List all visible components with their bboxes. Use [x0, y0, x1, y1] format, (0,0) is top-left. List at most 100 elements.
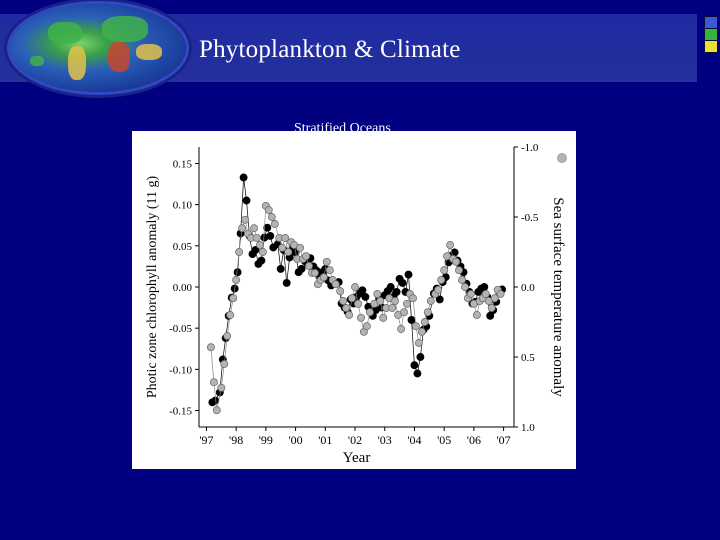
sst-point [354, 299, 362, 308]
sst-point [278, 243, 287, 252]
chlorophyll-point [392, 287, 401, 296]
sst-point [455, 266, 463, 275]
sst-point [446, 241, 455, 249]
x-tick-label: '04 [407, 433, 421, 447]
chlorophyll-point [257, 256, 266, 265]
x-tick-label: '97 [199, 433, 213, 447]
y-tick-label: 0.00 [173, 282, 193, 294]
sst-point [362, 322, 371, 331]
chlorophyll-point [358, 286, 367, 295]
x-axis-label: Year [343, 450, 371, 466]
sst-point [400, 308, 408, 317]
sst-point [319, 273, 328, 282]
chlorophyll-point [435, 295, 444, 304]
sst-point [414, 339, 423, 347]
x-tick-label: '03 [378, 433, 392, 447]
sst-point [241, 215, 250, 224]
y-tick-label: -0.05 [169, 323, 192, 335]
sst-point [296, 243, 304, 252]
sst-point [235, 248, 244, 256]
sst-point [487, 304, 496, 312]
y-tick-label: 0.10 [173, 200, 193, 212]
sst-point [373, 290, 382, 298]
sst-point [437, 276, 446, 284]
sst-point [490, 294, 499, 303]
sst-point [440, 266, 449, 275]
sst-point [434, 285, 443, 294]
y2-tick-label: 0.5 [521, 352, 535, 364]
sst-point [339, 297, 348, 305]
chlorophyll-point [282, 278, 291, 287]
chlorophyll-point [233, 268, 242, 277]
sst-point [258, 248, 267, 256]
sst-point [305, 262, 313, 270]
y2-tick-label: -0.5 [521, 212, 539, 224]
sst-point [458, 276, 466, 284]
x-tick-label: '07 [497, 433, 511, 447]
y2-tick-label: 1.0 [521, 422, 535, 434]
sst-point [270, 220, 279, 228]
y2-tick-label: -1.0 [521, 142, 539, 154]
sst-point [310, 269, 319, 277]
y-tick-label: -0.10 [169, 364, 192, 376]
chart-panel: 0.15 0.10 0.05 0.00 -0.05 -0.10 -0.15 -1.0 -0.5 0… [132, 131, 576, 469]
chlorophyll-point [266, 231, 275, 240]
chlorophyll-point [416, 353, 425, 361]
sst-point [255, 241, 264, 249]
sst-point [232, 276, 241, 284]
globe-icon [10, 4, 186, 92]
chlorophyll-point [263, 223, 272, 232]
sst-point [409, 294, 417, 303]
sst-point [357, 313, 365, 322]
sst-point [461, 283, 469, 291]
chlorophyll-point [413, 369, 422, 378]
sst-point [420, 318, 429, 326]
sst-point [351, 283, 359, 291]
sst-point [217, 383, 226, 392]
sst-point [403, 299, 411, 308]
sst-point [264, 206, 273, 214]
sst-point [397, 325, 406, 333]
sst-point [376, 297, 385, 305]
sst-point [267, 213, 276, 221]
chlorophyll-point [404, 270, 413, 279]
legend-marker-sst [557, 153, 567, 163]
sst-point [388, 304, 397, 312]
sst-point [417, 327, 426, 336]
sst-point [252, 234, 261, 242]
sst-point [472, 311, 481, 319]
sst-point [209, 378, 218, 387]
sst-point [336, 287, 345, 296]
yellow-square [704, 40, 718, 53]
sst-point [466, 290, 475, 298]
chlorophyll-point [480, 283, 489, 291]
x-tick-label: '99 [259, 433, 273, 447]
y-tick-label: 0.15 [173, 158, 193, 170]
sst-point [220, 360, 229, 368]
chlorophyll-point [239, 173, 248, 182]
chart-svg: 0.15 0.10 0.05 0.00 -0.05 -0.10 -0.15 -1.0 -0.5 0… [145, 142, 567, 466]
chlorophyll-point [407, 315, 416, 324]
x-tick-label: '02 [348, 433, 362, 447]
sst-point [250, 224, 258, 233]
chlorophyll-point [361, 292, 370, 301]
chlorophyll-point [251, 245, 260, 254]
y2-tick-label: 0.0 [521, 282, 535, 294]
x-tick-label: '98 [229, 433, 243, 447]
slide-title: Phytoplankton & Climate [199, 36, 461, 63]
sst-point [391, 297, 400, 305]
x-tick-label: '06 [467, 433, 481, 447]
sst-point [481, 290, 490, 298]
sst-point [229, 294, 238, 303]
chlorophyll-point [386, 283, 395, 291]
sst-point [238, 224, 247, 233]
x-tick-label: '00 [288, 433, 302, 447]
sst-point [302, 252, 310, 261]
sst-point [496, 290, 505, 298]
sst-point [281, 234, 290, 242]
sst-point [426, 297, 435, 305]
sst-point [212, 406, 221, 415]
x-tick-label: '01 [318, 433, 332, 447]
chlorophyll-point [276, 264, 285, 273]
chlorophyll-point [410, 361, 419, 370]
